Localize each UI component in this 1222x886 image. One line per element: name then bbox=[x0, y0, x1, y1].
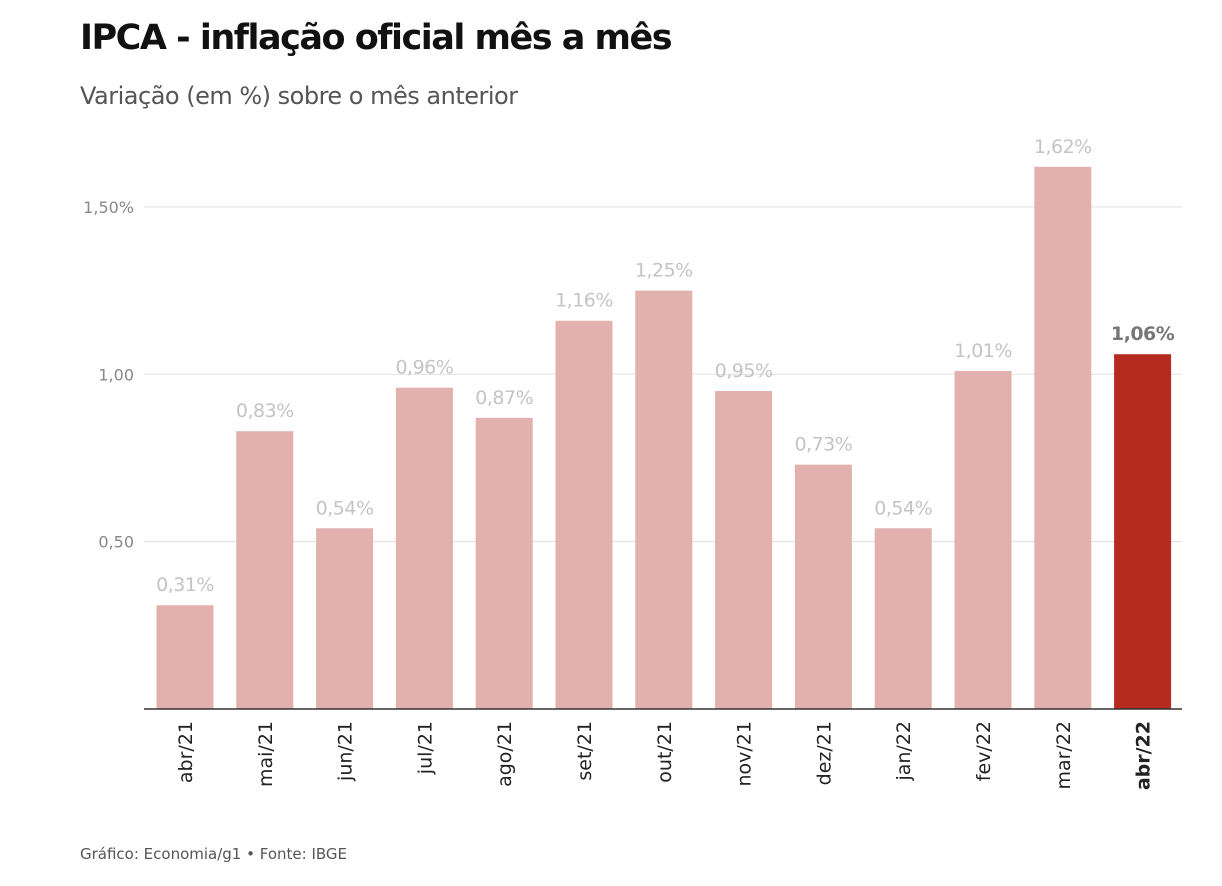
data-label: 0,83% bbox=[236, 400, 294, 422]
x-tick-label: out/21 bbox=[654, 721, 676, 783]
data-label: 1,25% bbox=[635, 260, 693, 282]
bar bbox=[316, 528, 374, 709]
bar bbox=[1114, 354, 1172, 709]
x-tick-label: nov/21 bbox=[734, 721, 756, 787]
data-label: 1,06% bbox=[1111, 323, 1175, 345]
data-label: 0,54% bbox=[874, 497, 932, 519]
bar bbox=[635, 290, 693, 709]
data-label: 1,01% bbox=[954, 340, 1012, 362]
chart-source: Gráfico: Economia/g1 • Fonte: IBGE bbox=[80, 845, 347, 863]
bar bbox=[715, 391, 773, 709]
bar bbox=[236, 431, 294, 709]
x-tick-label: jan/22 bbox=[893, 721, 915, 782]
x-tick-label: jun/21 bbox=[335, 721, 357, 782]
bar bbox=[1034, 166, 1092, 709]
data-label: 1,62% bbox=[1034, 136, 1092, 158]
data-label: 0,87% bbox=[475, 387, 533, 409]
bar bbox=[954, 370, 1012, 709]
chart-subtitle: Variação (em %) sobre o mês anterior bbox=[80, 82, 518, 110]
y-tick-label: 1,50% bbox=[83, 198, 134, 217]
data-label: 1,16% bbox=[555, 290, 613, 312]
data-label: 0,96% bbox=[395, 357, 453, 379]
chart-title: IPCA - inflação oficial mês a mês bbox=[80, 18, 673, 58]
bar bbox=[874, 528, 932, 709]
x-tick-label: jul/21 bbox=[414, 721, 436, 775]
x-tick-label: mar/22 bbox=[1053, 721, 1075, 790]
data-label: 0,31% bbox=[156, 574, 214, 596]
x-tick-label: abr/22 bbox=[1133, 721, 1155, 790]
x-tick-label: abr/21 bbox=[175, 721, 197, 783]
bar bbox=[555, 320, 613, 709]
bar bbox=[395, 387, 453, 709]
data-label: 0,95% bbox=[715, 360, 773, 382]
bar bbox=[794, 464, 852, 709]
bar bbox=[475, 417, 533, 709]
x-tick-label: mai/21 bbox=[255, 721, 277, 787]
y-tick-label: 0,50 bbox=[98, 533, 134, 552]
x-tick-label: fev/22 bbox=[973, 721, 995, 781]
x-tick-label: ago/21 bbox=[494, 721, 516, 787]
x-tick-label: set/21 bbox=[574, 721, 596, 781]
bar bbox=[156, 605, 214, 709]
data-label: 0,73% bbox=[794, 434, 852, 456]
data-label: 0,54% bbox=[316, 497, 374, 519]
y-tick-label: 1,00 bbox=[98, 365, 134, 384]
x-tick-label: dez/21 bbox=[813, 721, 835, 785]
